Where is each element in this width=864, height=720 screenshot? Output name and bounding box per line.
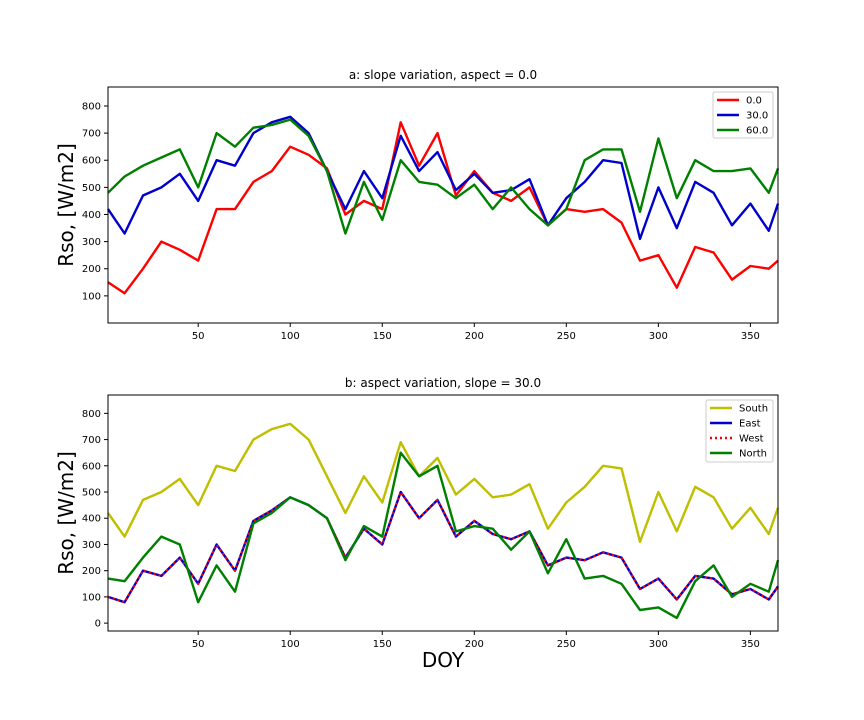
panel-b-xtick-label: 250 bbox=[557, 639, 576, 650]
panel-b-xtick-label: 350 bbox=[741, 639, 760, 650]
panel-a-ytick-label: 200 bbox=[82, 264, 101, 275]
panel-a-xtick-label: 250 bbox=[557, 331, 576, 342]
panel-b-ylabel: Rso, [W/m2] bbox=[54, 451, 78, 575]
panel-b-xtick-label: 300 bbox=[649, 639, 668, 650]
panel-b-xtick-label: 150 bbox=[373, 639, 392, 650]
panel-a-title: a: slope variation, aspect = 0.0 bbox=[349, 68, 537, 82]
panel-b-ticks: 50 100 150 200 250 300 350 0 100 200 300 400 500 600 7… bbox=[82, 409, 760, 650]
panel-b-legend-label: North bbox=[739, 449, 767, 460]
panel-a-ytick-label: 800 bbox=[82, 101, 101, 112]
panel-a-legend-label: 0.0 bbox=[746, 96, 762, 107]
panel-a-ylabel: Rso, [W/m2] bbox=[54, 143, 78, 267]
panel-b-ytick-label: 600 bbox=[82, 461, 101, 472]
panel-a-ytick-label: 700 bbox=[82, 129, 101, 140]
panel-b: b: aspect variation, slope = 30.0 Rso, [… bbox=[54, 376, 780, 672]
panel-b-ytick-label: 100 bbox=[82, 592, 101, 603]
panel-a-legend-label: 60.0 bbox=[746, 126, 768, 137]
panel-b-ytick-label: 800 bbox=[82, 409, 101, 420]
panel-a-series-30-0-line bbox=[107, 115, 780, 241]
panel-a-legend-label: 30.0 bbox=[746, 111, 768, 122]
panel-b-legend-label: East bbox=[739, 419, 761, 430]
panel-a-legend-box bbox=[712, 91, 774, 139]
panel-a-series-60-0-line bbox=[107, 118, 780, 235]
panel-a-ticks: 50 100 150 200 250 300 350 100 200 300 400 500 600 70… bbox=[82, 101, 760, 342]
panel-b-xtick-label: 200 bbox=[465, 639, 484, 650]
panel-a-ytick-label: 500 bbox=[82, 183, 101, 194]
panel-a-frame bbox=[107, 86, 779, 324]
panel-b-series-west-line bbox=[107, 490, 779, 604]
panel-a-xtick-label: 200 bbox=[465, 331, 484, 342]
panel-a-ytick-label: 600 bbox=[82, 156, 101, 167]
panel-b-ytick-label: 200 bbox=[82, 566, 101, 577]
panel-a-xtick-label: 350 bbox=[741, 331, 760, 342]
panel-b-title: b: aspect variation, slope = 30.0 bbox=[345, 376, 541, 390]
panel-b-plot bbox=[107, 422, 780, 620]
panel-b-legend-box bbox=[705, 399, 774, 463]
panel-a-plot bbox=[107, 115, 780, 295]
panel-b-legend: South East West North bbox=[705, 399, 774, 463]
panel-b-series-north-line bbox=[107, 451, 780, 620]
panel-b-legend-label: South bbox=[739, 404, 768, 415]
panel-a-xtick-label: 50 bbox=[192, 331, 205, 342]
panel-a-ytick-label: 400 bbox=[82, 210, 101, 221]
panel-b-legend-label: West bbox=[739, 434, 764, 445]
panel-b-ytick-label: 700 bbox=[82, 435, 101, 446]
panel-a-ytick-label: 300 bbox=[82, 237, 101, 248]
panel-b-ytick-label: 500 bbox=[82, 488, 101, 499]
panel-b-xlabel: DOY bbox=[422, 648, 465, 672]
panel-a: a: slope variation, aspect = 0.0 Rso, [W… bbox=[54, 68, 780, 342]
panel-b-frame bbox=[107, 394, 779, 632]
panel-b-series-south-line bbox=[107, 422, 780, 543]
panel-b-xtick-label: 50 bbox=[192, 639, 205, 650]
panel-b-ytick-label: 0 bbox=[95, 619, 101, 630]
panel-a-ytick-label: 100 bbox=[82, 291, 101, 302]
panel-a-xtick-label: 100 bbox=[281, 331, 300, 342]
panel-a-series-0-0-line bbox=[107, 121, 779, 295]
panel-b-xtick-label: 100 bbox=[281, 639, 300, 650]
panel-a-xtick-label: 300 bbox=[649, 331, 668, 342]
panel-b-ytick-label: 300 bbox=[82, 540, 101, 551]
panel-a-xtick-label: 150 bbox=[373, 331, 392, 342]
panel-b-ytick-label: 400 bbox=[82, 514, 101, 525]
panel-a-legend: 0.0 30.0 60.0 bbox=[712, 91, 774, 139]
